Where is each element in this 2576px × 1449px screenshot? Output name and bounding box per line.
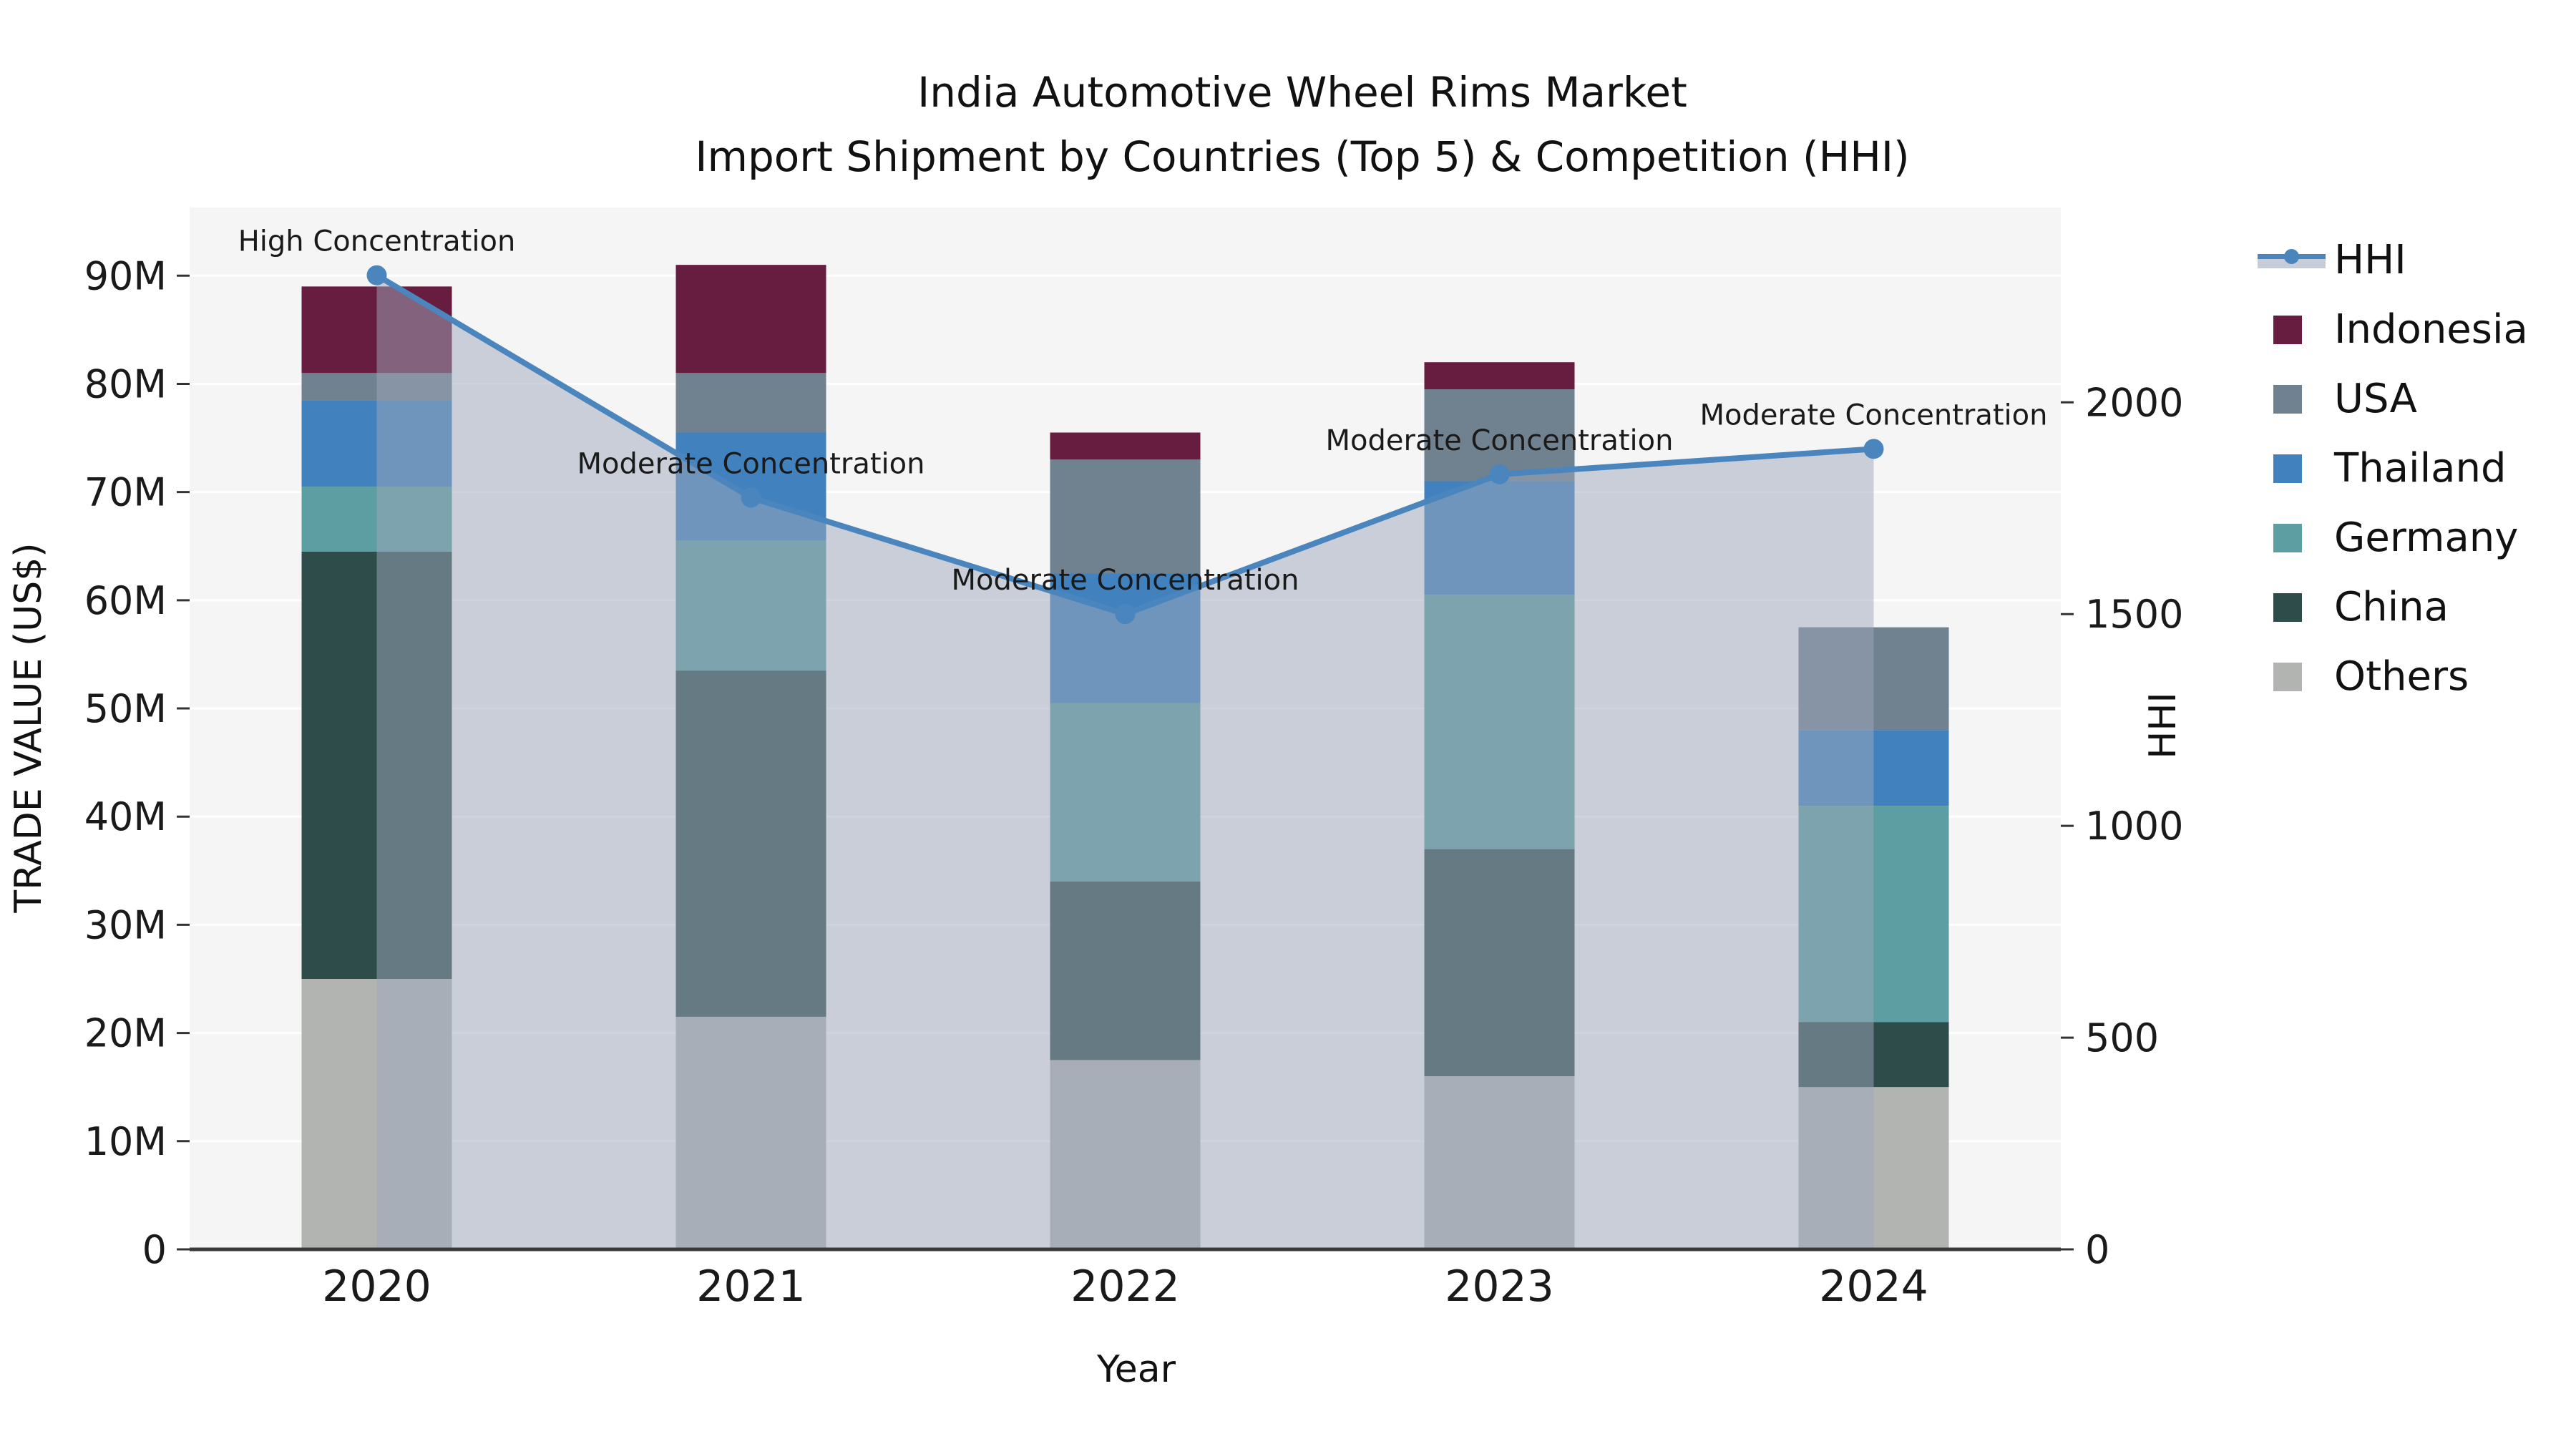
legend-color-swatch-icon (2258, 453, 2334, 484)
hhi-marker-2020 (366, 265, 387, 286)
legend: HHI Indonesia USA Thailand Germany China Other… (2258, 225, 2528, 711)
y-right-tick-label: 1500 (2085, 592, 2183, 637)
legend-label: Indonesia (2334, 306, 2528, 353)
hhi-marker-2024 (1863, 439, 1884, 459)
legend-item-hhi: HHI (2258, 225, 2528, 295)
legend-color-swatch-icon (2258, 522, 2334, 554)
legend-label: USA (2334, 376, 2417, 422)
legend-line-swatch-icon (2258, 245, 2334, 276)
hhi-marker-2021 (741, 487, 761, 508)
legend-item-usa: USA (2258, 364, 2528, 434)
legend-label: China (2334, 584, 2449, 630)
x-tick-label: 2021 (696, 1262, 806, 1312)
annotation-2020: High Concentration (238, 225, 516, 258)
y-left-tick-label: 10M (84, 1119, 167, 1164)
legend-item-china: China (2258, 572, 2528, 642)
y-right-tick-label: 500 (2085, 1015, 2159, 1060)
y-right-tick-label: 2000 (2085, 380, 2183, 425)
bar-segment-indonesia-2023 (1424, 362, 1575, 390)
hhi-area-fill (376, 275, 1874, 1249)
legend-item-others: Others (2258, 642, 2528, 711)
x-tick-label: 2023 (1445, 1262, 1554, 1312)
annotation-2022: Moderate Concentration (952, 564, 1299, 597)
x-tick-label: 2020 (322, 1262, 431, 1312)
y-right-tick-label: 0 (2085, 1227, 2109, 1272)
chart-title-line2: Import Shipment by Countries (Top 5) & C… (695, 132, 1910, 181)
legend-color-swatch-icon (2258, 384, 2334, 415)
y-left-tick-label: 60M (84, 578, 167, 623)
y-left-tick-label: 80M (84, 361, 167, 406)
legend-color-swatch-icon (2258, 592, 2334, 623)
legend-item-germany: Germany (2258, 503, 2528, 572)
legend-label: Thailand (2334, 445, 2507, 492)
legend-color-swatch-icon (2258, 314, 2334, 346)
y-left-tick-label: 90M (84, 253, 167, 298)
legend-item-indonesia: Indonesia (2258, 295, 2528, 364)
y-left-tick-label: 70M (84, 470, 167, 515)
bar-segment-indonesia-2022 (1050, 432, 1201, 460)
annotation-2021: Moderate Concentration (577, 447, 925, 480)
y-left-tick-label: 30M (84, 902, 167, 947)
y-left-axis-title: TRADE VALUE (US$) (7, 542, 50, 913)
annotation-2023: Moderate Concentration (1326, 424, 1674, 457)
y-left-tick-label: 50M (84, 686, 167, 731)
chart-title: India Automotive Wheel Rims Market Impor… (444, 60, 2161, 189)
bar-segment-usa-2021 (675, 373, 826, 433)
legend-color-swatch-icon (2258, 661, 2334, 693)
x-tick-label: 2024 (1819, 1262, 1928, 1312)
x-tick-label: 2022 (1070, 1262, 1180, 1312)
hhi-marker-2022 (1115, 604, 1136, 625)
legend-label: HHI (2334, 237, 2406, 283)
y-right-axis-title: HHI (2142, 692, 2185, 759)
annotation-2024: Moderate Concentration (1700, 399, 2048, 431)
y-left-tick-label: 20M (84, 1011, 167, 1056)
legend-item-thailand: Thailand (2258, 434, 2528, 503)
legend-label: Others (2334, 653, 2469, 700)
bar-segment-indonesia-2021 (675, 265, 826, 374)
y-left-tick-label: 0 (142, 1227, 167, 1272)
chart-title-line1: India Automotive Wheel Rims Market (917, 68, 1687, 117)
y-left-tick-label: 40M (84, 794, 167, 839)
x-axis-title: Year (1096, 1348, 1176, 1391)
bar-segment-usa-2022 (1050, 459, 1201, 574)
legend-label: Germany (2334, 514, 2519, 561)
y-right-tick-label: 1000 (2085, 804, 2183, 849)
hhi-marker-2023 (1489, 464, 1510, 484)
